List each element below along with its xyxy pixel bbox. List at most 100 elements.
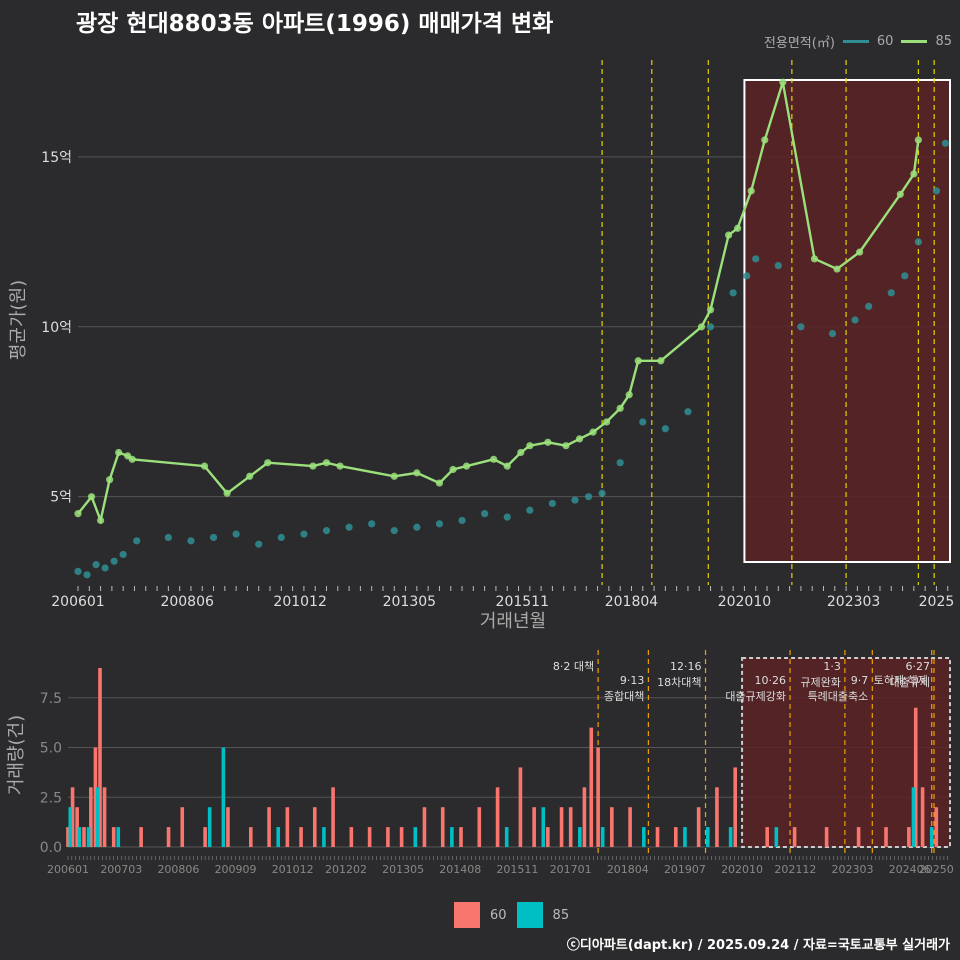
data-point-85 bbox=[562, 442, 570, 450]
data-point-60 bbox=[390, 527, 398, 535]
volume-bar-60 bbox=[102, 787, 107, 847]
volume-bar-85 bbox=[600, 827, 605, 847]
volume-bar-60 bbox=[386, 827, 390, 847]
x-tick-label: 201511 bbox=[496, 863, 538, 876]
data-point-85 bbox=[725, 231, 733, 239]
volume-bar-60 bbox=[203, 827, 207, 847]
volume-bar-60 bbox=[299, 827, 303, 847]
data-point-85 bbox=[616, 404, 624, 412]
volume-bar-85 bbox=[413, 827, 418, 847]
data-point-85 bbox=[87, 493, 96, 501]
data-point-60 bbox=[684, 408, 692, 416]
volume-bar-60 bbox=[166, 827, 171, 847]
legend-bottom-label-60: 60 bbox=[490, 907, 507, 923]
data-point-85 bbox=[264, 459, 272, 467]
volume-bar-60 bbox=[459, 827, 463, 847]
x-tick-label: 201305 bbox=[383, 594, 436, 610]
data-point-60 bbox=[851, 316, 859, 324]
data-point-85 bbox=[115, 448, 123, 457]
data-point-60 bbox=[914, 238, 922, 246]
policy-annotation: 9·7 bbox=[851, 674, 869, 687]
volume-bar-85 bbox=[95, 787, 100, 847]
volume-bar-60 bbox=[331, 787, 335, 847]
volume-bar-60 bbox=[792, 827, 797, 847]
volume-bar-60 bbox=[913, 707, 918, 847]
data-point-85 bbox=[589, 428, 597, 436]
data-point-85 bbox=[706, 306, 715, 314]
data-point-85 bbox=[657, 357, 665, 365]
y-tick-label: 5억 bbox=[50, 490, 72, 506]
data-point-85 bbox=[896, 190, 904, 198]
volume-bar-60 bbox=[70, 787, 75, 847]
data-point-60 bbox=[368, 520, 376, 528]
volume-bar-60 bbox=[582, 787, 587, 847]
data-point-85 bbox=[603, 418, 611, 426]
data-point-60 bbox=[941, 139, 950, 147]
price-chart: 5억 10억 15억 200601 200806 201012 201305 201511 20… bbox=[8, 60, 955, 632]
legend-line-85 bbox=[901, 40, 928, 43]
legend-bottom: 60 85 bbox=[454, 902, 569, 928]
y-tick-label: 2.5 bbox=[40, 790, 62, 806]
volume-bar-60 bbox=[82, 827, 86, 847]
volume-bar-85 bbox=[683, 827, 687, 847]
x-tick-label: 202303 bbox=[832, 863, 874, 876]
x-tick-label: 201305 bbox=[382, 863, 424, 876]
legend-label-60: 60 bbox=[876, 34, 894, 49]
data-point-85 bbox=[575, 435, 584, 443]
volume-bar-60 bbox=[75, 807, 79, 847]
data-point-60 bbox=[571, 496, 579, 504]
volume-bar-60 bbox=[610, 807, 614, 847]
footer-credit: ⓒ디아파트(dapt.kr) / 2025.09.24 / 자료=국토교통부 실… bbox=[566, 938, 950, 953]
legend-top: 전용면적(㎡) 60 85 bbox=[764, 32, 952, 51]
volume-bar-60 bbox=[546, 827, 550, 847]
data-point-60 bbox=[932, 187, 941, 195]
policy-annotation: 9·13 bbox=[620, 674, 645, 687]
data-point-60 bbox=[774, 262, 782, 270]
data-point-60 bbox=[752, 255, 760, 263]
x-tick-label: 200909 bbox=[215, 863, 257, 876]
data-point-85 bbox=[910, 170, 918, 178]
policy-annotation: 8·2 대책 bbox=[553, 660, 594, 673]
x-tick-label: 2025 bbox=[919, 594, 955, 610]
data-point-60 bbox=[901, 272, 909, 280]
data-point-60 bbox=[277, 533, 285, 542]
x-tick-label: 200601 bbox=[47, 863, 89, 876]
data-point-60 bbox=[706, 323, 715, 331]
x-tick-label: 20250 bbox=[919, 863, 954, 876]
x-tick-label: 201804 bbox=[607, 863, 649, 876]
volume-bar-60 bbox=[477, 807, 482, 847]
x-tick-label: 201408 bbox=[439, 863, 481, 876]
volume-bar-60 bbox=[440, 807, 445, 847]
x-tick-label: 201511 bbox=[496, 594, 549, 610]
x-tick-label: 201012 bbox=[273, 594, 326, 610]
data-point-60 bbox=[865, 302, 873, 311]
volume-bar-85 bbox=[728, 827, 733, 847]
volume-bar-85 bbox=[276, 827, 281, 847]
volume-bar-60 bbox=[89, 787, 93, 847]
volume-bar-60 bbox=[596, 747, 600, 847]
volume-bar-60 bbox=[367, 827, 372, 847]
volume-bar-60 bbox=[884, 827, 888, 847]
legend-title: 전용면적(㎡) bbox=[763, 36, 835, 51]
x-tick-label: 200806 bbox=[160, 594, 214, 610]
legend-line-60 bbox=[842, 40, 869, 43]
volume-bar-60 bbox=[568, 807, 573, 847]
data-point-60 bbox=[729, 289, 737, 297]
data-point-60 bbox=[74, 567, 82, 576]
volume-bar-60 bbox=[856, 827, 861, 847]
volume-bar-85 bbox=[642, 827, 646, 847]
volume-bar-60 bbox=[715, 787, 719, 847]
y-tick-label: 10억 bbox=[41, 320, 72, 336]
volume-bar-85 bbox=[86, 827, 91, 847]
volume-bar-60 bbox=[399, 827, 404, 847]
policy-annotation: 토허제 해제 bbox=[874, 673, 928, 687]
volume-bar-85 bbox=[578, 827, 582, 847]
volume-bar-60 bbox=[98, 667, 102, 847]
volume-bar-60 bbox=[248, 827, 253, 847]
x-tick-label: 201804 bbox=[605, 594, 659, 610]
data-point-60 bbox=[255, 540, 263, 548]
data-point-85 bbox=[526, 442, 534, 450]
volume-chart: 0.0 2.5 5.0 7.5 8·2 대책 9·13 종합대책 12·16 18차대책 10·2… bbox=[6, 650, 954, 876]
volume-bar-60 bbox=[655, 827, 660, 847]
x-tick-label: 202010 bbox=[721, 863, 763, 876]
